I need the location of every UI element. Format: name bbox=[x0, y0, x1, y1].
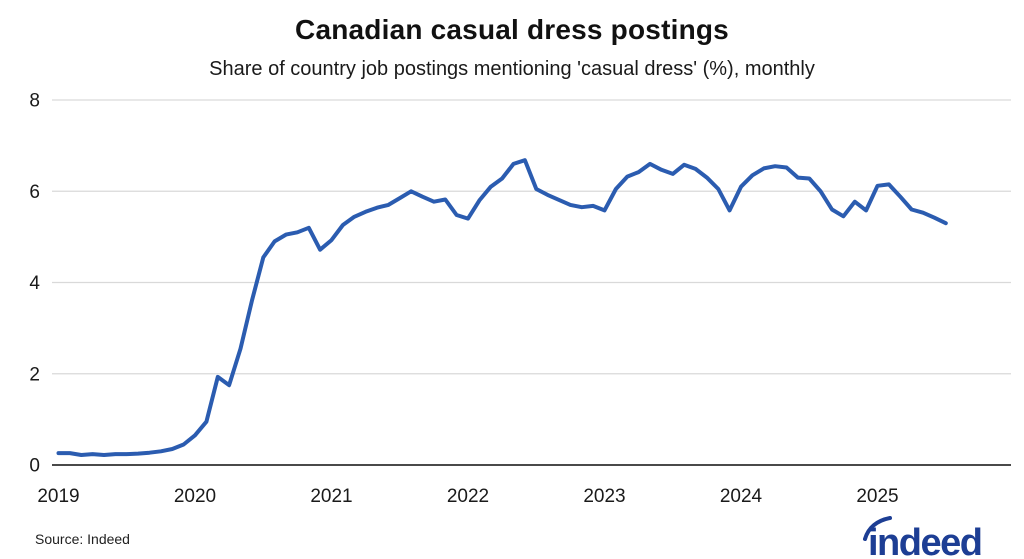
y-tick-label-2: 2 bbox=[29, 364, 40, 385]
x-tick-label-2019: 2019 bbox=[37, 486, 79, 507]
series-line bbox=[56, 158, 948, 457]
x-tick-label-2023: 2023 bbox=[583, 486, 625, 507]
x-tick-labels: 2019 2020 2021 2022 2023 2024 2025 bbox=[37, 486, 898, 507]
x-tick-label-2024: 2024 bbox=[720, 486, 763, 507]
logo-swoosh-icon bbox=[863, 516, 892, 541]
y-tick-label-4: 4 bbox=[29, 273, 40, 294]
y-tick-label-0: 0 bbox=[29, 456, 40, 477]
x-tick-label-2022: 2022 bbox=[447, 486, 489, 507]
y-tick-labels: 0 2 4 6 8 bbox=[29, 91, 40, 477]
x-tick-label-2021: 2021 bbox=[310, 486, 352, 507]
x-tick-label-2020: 2020 bbox=[174, 486, 216, 507]
y-tick-label-8: 8 bbox=[29, 91, 40, 112]
y-gridlines bbox=[52, 99, 1011, 375]
y-tick-label-6: 6 bbox=[29, 182, 40, 203]
source-note: Source: Indeed bbox=[35, 531, 130, 547]
logo-text: indeed bbox=[868, 522, 981, 559]
chart-title: Canadian casual dress postings bbox=[295, 14, 729, 45]
indeed-logo: indeed bbox=[863, 516, 983, 559]
chart-subtitle: Share of country job postings mentioning… bbox=[209, 58, 815, 80]
x-tick-label-2025: 2025 bbox=[856, 486, 898, 507]
